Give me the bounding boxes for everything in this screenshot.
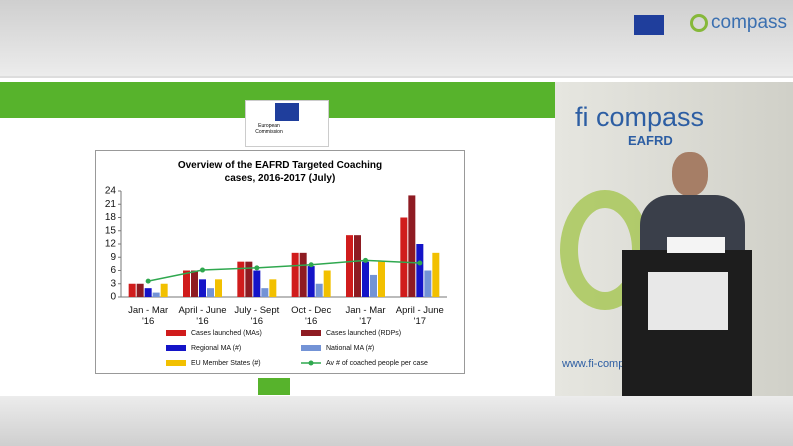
dg-logo bbox=[258, 378, 290, 395]
eu-flag bbox=[634, 15, 664, 35]
legend-label: Regional MA (#) bbox=[191, 345, 241, 352]
backdrop-brand: fi compass bbox=[575, 102, 705, 132]
chart: 0 3 6 9 12 15 18 21 24 Cases launched (MAs) Cases … bbox=[105, 186, 447, 367]
bar bbox=[408, 195, 416, 297]
ec-flag bbox=[275, 103, 299, 121]
logo-ring bbox=[690, 14, 708, 32]
ec-text: European Commission bbox=[255, 123, 283, 135]
x-tick-label: Oct - Dec '16 bbox=[291, 305, 332, 327]
bar bbox=[183, 270, 190, 297]
y-tick-label: 12 bbox=[105, 239, 117, 250]
bar bbox=[378, 261, 385, 297]
chart-title: Overview of the EAFRD Targeted Coaching … bbox=[177, 160, 383, 184]
line-marker bbox=[308, 262, 314, 268]
bar bbox=[354, 235, 361, 297]
bar bbox=[253, 270, 261, 297]
bar bbox=[323, 270, 331, 297]
bar bbox=[261, 288, 269, 297]
backdrop-sub: EAFRD bbox=[628, 133, 673, 148]
bar bbox=[136, 283, 144, 297]
line-marker bbox=[200, 267, 205, 273]
legend-label: Cases launched (MAs) bbox=[191, 330, 262, 337]
bar bbox=[432, 252, 440, 297]
top-band bbox=[0, 0, 793, 76]
legend-label: Cases launched (RDPs) bbox=[326, 330, 401, 337]
y-tick-label: 15 bbox=[105, 225, 117, 236]
ec-logo: European Commission bbox=[245, 100, 329, 147]
bar bbox=[199, 279, 206, 297]
bar bbox=[362, 261, 369, 297]
bar bbox=[424, 270, 432, 297]
bar bbox=[299, 252, 307, 297]
bottom-band bbox=[0, 396, 793, 446]
legend-swatch bbox=[166, 330, 186, 336]
y-tick-label: 21 bbox=[105, 199, 117, 210]
bar bbox=[370, 274, 377, 297]
line-marker bbox=[363, 257, 368, 263]
y-tick-label: 3 bbox=[110, 278, 116, 289]
x-tick-label: April - June '17 bbox=[395, 305, 444, 327]
bar bbox=[128, 283, 136, 297]
bar bbox=[307, 266, 315, 297]
legend-swatch bbox=[166, 345, 186, 351]
bar bbox=[269, 279, 277, 297]
legend-label: Av # of coached people per case bbox=[326, 360, 428, 367]
logo-text: compass bbox=[711, 12, 788, 33]
line-marker bbox=[145, 278, 151, 284]
x-tick-label: July - Sept '16 bbox=[234, 305, 280, 327]
line-marker bbox=[417, 260, 423, 266]
line bbox=[148, 259, 420, 282]
bar bbox=[215, 279, 222, 297]
legend-swatch bbox=[166, 360, 186, 366]
bar bbox=[237, 261, 245, 297]
legend-label: EU Member States (#) bbox=[191, 360, 261, 367]
y-tick-label: 0 bbox=[110, 292, 116, 303]
x-tick-label: April - June '16 bbox=[178, 305, 227, 327]
bar bbox=[346, 235, 353, 297]
bar bbox=[152, 292, 160, 297]
bar bbox=[144, 288, 152, 297]
x-tick-label: Jan - Mar '16 bbox=[128, 305, 169, 327]
y-tick-label: 6 bbox=[110, 265, 116, 276]
legend-swatch bbox=[301, 330, 321, 336]
name-card bbox=[667, 237, 725, 253]
bar bbox=[315, 283, 323, 297]
line-marker bbox=[254, 265, 260, 271]
bar bbox=[191, 270, 198, 297]
chart-frame: Overview of the EAFRD Targeted Coaching … bbox=[95, 150, 465, 374]
y-tick-label: 18 bbox=[105, 212, 117, 223]
x-tick-label: Jan - Mar '17 bbox=[345, 305, 386, 327]
y-tick-label: 9 bbox=[110, 252, 116, 263]
bar bbox=[207, 288, 214, 297]
legend-label: National MA (#) bbox=[326, 345, 374, 352]
bar bbox=[160, 283, 168, 297]
podium-sign bbox=[648, 272, 728, 330]
speaker-head bbox=[672, 152, 708, 196]
y-tick-label: 24 bbox=[105, 186, 117, 197]
bar bbox=[245, 261, 253, 297]
bar bbox=[416, 244, 424, 297]
legend-swatch bbox=[301, 345, 321, 351]
legend-marker bbox=[308, 360, 314, 366]
bar bbox=[400, 217, 408, 297]
bar bbox=[291, 252, 299, 297]
